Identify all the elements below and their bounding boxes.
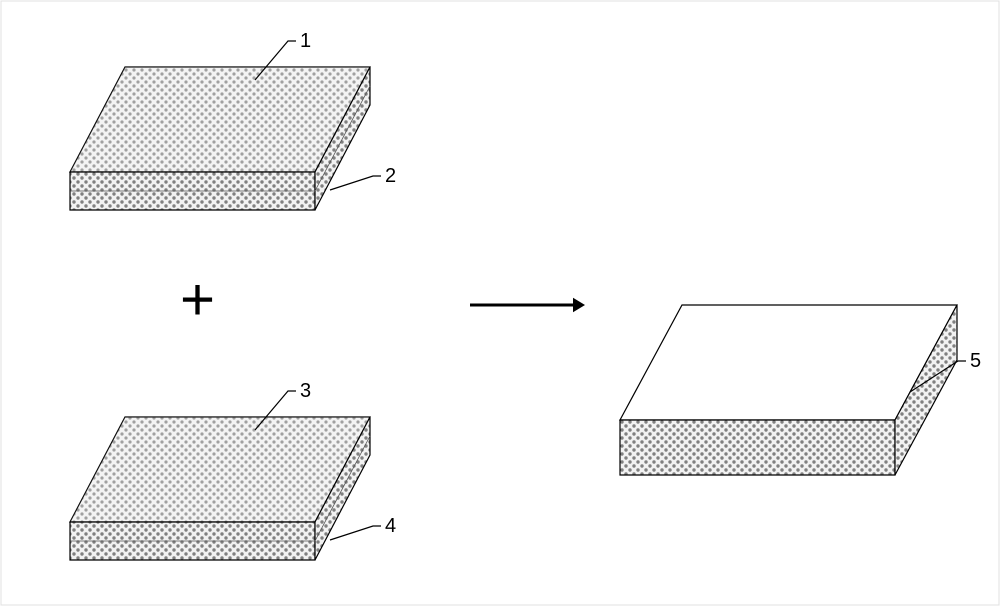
callout-label: 2 bbox=[385, 165, 396, 187]
callout-label: 4 bbox=[385, 515, 396, 537]
arrow-head bbox=[573, 298, 585, 312]
callout-label: 1 bbox=[300, 30, 311, 52]
diagram-svg: 1 2 3 4 5 bbox=[0, 0, 1000, 606]
callout-leader bbox=[330, 176, 381, 190]
callout-label: 3 bbox=[300, 380, 311, 402]
plus-symbol: + bbox=[180, 270, 215, 330]
callout-leader bbox=[330, 526, 381, 540]
diagram-stage: 1 2 3 4 5 + bbox=[0, 0, 1000, 606]
callout-label: 5 bbox=[970, 350, 981, 372]
slab-front-face bbox=[620, 420, 895, 475]
